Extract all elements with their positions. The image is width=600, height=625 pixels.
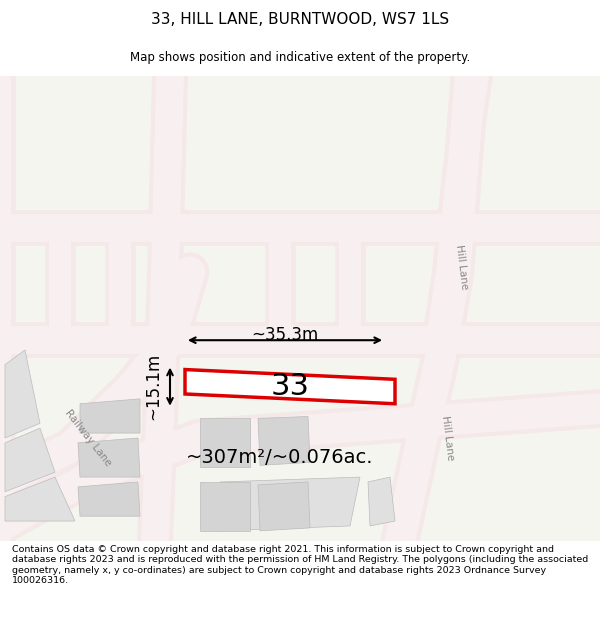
Text: Contains OS data © Crown copyright and database right 2021. This information is : Contains OS data © Crown copyright and d… (12, 545, 588, 585)
Text: Railway Lane: Railway Lane (63, 408, 113, 468)
Polygon shape (5, 350, 40, 438)
Text: ~15.1m: ~15.1m (144, 353, 162, 420)
Text: 33, HILL LANE, BURNTWOOD, WS7 1LS: 33, HILL LANE, BURNTWOOD, WS7 1LS (151, 11, 449, 26)
Polygon shape (5, 428, 55, 492)
Polygon shape (200, 482, 250, 531)
Polygon shape (258, 416, 310, 466)
Polygon shape (78, 482, 140, 516)
Polygon shape (78, 438, 140, 477)
Polygon shape (80, 399, 140, 433)
Text: Hill Lane: Hill Lane (440, 415, 456, 461)
Polygon shape (185, 369, 395, 404)
Polygon shape (368, 477, 395, 526)
Text: Hill Lane: Hill Lane (454, 244, 470, 290)
Text: ~307m²/~0.076ac.: ~307m²/~0.076ac. (186, 448, 374, 467)
Polygon shape (200, 418, 250, 468)
Polygon shape (220, 477, 360, 531)
Text: ~35.3m: ~35.3m (251, 326, 319, 344)
Text: Map shows position and indicative extent of the property.: Map shows position and indicative extent… (130, 51, 470, 64)
Text: 33: 33 (271, 372, 310, 401)
Polygon shape (5, 477, 75, 521)
Polygon shape (258, 482, 310, 531)
